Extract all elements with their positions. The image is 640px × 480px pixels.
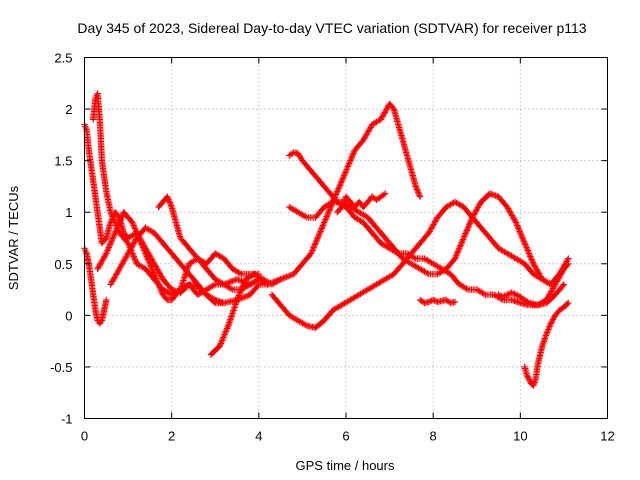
data-point-markers — [286, 149, 568, 309]
y-tick-label: 2 — [65, 102, 72, 117]
y-tick-label: 1.5 — [54, 154, 72, 169]
y-tick-label: 1 — [65, 205, 72, 220]
y-tick-label: -0.5 — [50, 360, 72, 375]
series-arc-13 — [495, 281, 568, 309]
x-tick-label: 12 — [600, 429, 614, 444]
chart-title: Day 345 of 2023, Sidereal Day-to-day VTE… — [77, 20, 586, 36]
grid — [84, 57, 608, 419]
y-tick-label: 0.5 — [54, 257, 72, 272]
x-tick-label: 6 — [342, 429, 349, 444]
y-axis-label: SDTVAR / TECUs — [6, 185, 21, 290]
x-tick-label: 10 — [513, 429, 527, 444]
x-axis-label: GPS time / hours — [296, 458, 395, 473]
x-tick-label: 0 — [81, 429, 88, 444]
data-point-markers — [94, 209, 262, 304]
x-tick-label: 4 — [255, 429, 262, 444]
data-point-markers — [334, 190, 389, 216]
y-tick-label: -1 — [61, 412, 73, 427]
data-point-markers — [207, 100, 424, 358]
x-tick-label: 2 — [168, 429, 175, 444]
series-arc-11 — [334, 190, 389, 216]
series-arc-10 — [286, 190, 572, 288]
series-arc-4 — [94, 209, 262, 304]
series-arc-14 — [521, 299, 572, 389]
series-arc-9 — [286, 149, 568, 309]
series-arc-7 — [207, 100, 424, 358]
data-point-markers — [521, 299, 572, 389]
y-tick-label: 0 — [65, 308, 72, 323]
data-marks — [81, 90, 572, 389]
data-point-markers — [495, 281, 568, 309]
series-arc-12 — [416, 296, 459, 307]
data-point-markers — [416, 296, 459, 307]
data-point-markers — [286, 190, 572, 288]
tick-labels: 0 2 4 6 8 10 12 -1 -0.5 0 0.5 1 1.5 2 2.5 — [50, 51, 615, 444]
data-point-markers — [107, 224, 271, 307]
y-tick-label: 2.5 — [54, 51, 72, 66]
x-tick-label: 8 — [430, 429, 437, 444]
series-arc-5 — [107, 224, 271, 307]
